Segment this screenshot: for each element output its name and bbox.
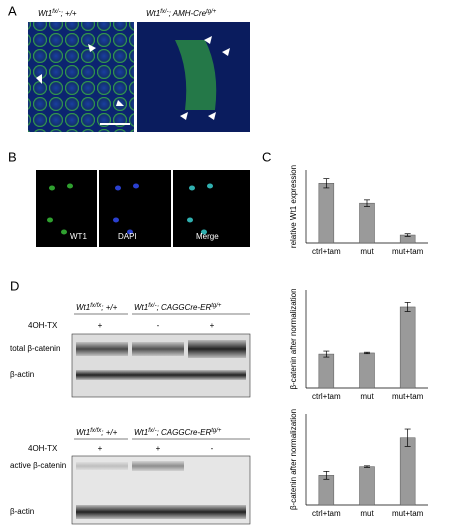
genotype-caption: Wt1fx/fx; +/+ [76,428,118,438]
error-bar [364,351,370,355]
row-label: active β-catenin [10,461,66,470]
y-axis-label: β-catenin after normalization [289,409,298,510]
x-tick-label: ctrl+tam [312,509,341,518]
error-bar [364,199,370,207]
bar [318,353,335,389]
genotype-caption: Wt1fx/-; AMH-Cretg/+ [146,9,217,19]
caption-text: ; AMH-Cre [169,9,207,18]
treatment-sign: + [98,444,103,453]
treatment-sign: - [157,321,160,330]
caption-text: ; +/+ [101,428,117,437]
x-tick-label: mut [360,509,374,518]
row-label: total β-catenin [10,344,60,353]
arrowheads [36,36,230,120]
error-bar [404,428,411,447]
superscript: tg/+ [211,303,222,309]
bar [399,306,416,389]
row-label: β-actin [10,370,34,379]
error-bar [323,471,330,480]
superscript: fx/- [148,303,156,309]
genotype-caption: Wt1fx/-; CAGGCre-ERtg/+ [134,428,222,438]
caption-text: ; CAGGCre-ER [157,428,212,437]
x-tick-label: ctrl+tam [312,247,341,256]
caption-text: Wt1 [134,428,148,437]
superscript: tg/+ [211,428,222,434]
panel-label: B [8,149,17,164]
bar [318,475,335,506]
superscript: fx/- [52,9,60,15]
y-axis-label: β-catenin after normalization [289,288,298,389]
x-tick-label: mut [360,247,374,256]
error-bar [404,302,411,312]
superscript: fx/- [160,9,168,15]
treatment-sign: + [98,321,103,330]
y-axis-label: relative Wt1 expression [289,165,298,248]
bar [318,183,335,244]
treatment-sign: + [210,321,215,330]
channel-images [36,170,250,247]
panel-label: A [8,3,17,18]
treatment-label: 4OH-TX [28,444,58,453]
micrograph-signal [175,40,217,110]
caption-text: ; CAGGCre-ER [157,303,212,312]
treatment-sign: + [156,444,161,453]
caption-text: ; +/+ [61,9,77,18]
channel-label: DAPI [118,232,137,241]
row-label: β-actin [10,507,34,516]
x-tick-label: mut [360,392,374,401]
error-bar [323,178,330,189]
superscript: fx/fx [90,428,102,434]
channel-label: Merge [196,232,219,241]
x-tick-label: mut+tam [392,247,424,256]
error-bar [364,465,370,468]
treatment-label: 4OH-TX [28,321,58,330]
bar [359,352,375,389]
caption-text: Wt1 [38,9,52,18]
bar [359,202,375,244]
western-blot [71,333,251,525]
error-bar [404,233,411,237]
genotype-caption: Wt1fx/fx; +/+ [76,303,118,313]
panel-label: D [10,278,19,293]
bar [359,466,375,506]
panel-label: C [262,149,271,164]
genotype-caption: Wt1fx/-; +/+ [38,9,77,19]
micrograph [28,22,134,132]
superscript: tg/+ [206,9,217,15]
treatment-sign: - [211,444,214,453]
superscript: fx/- [148,428,156,434]
genotype-caption: Wt1fx/-; CAGGCre-ERtg/+ [134,303,222,313]
x-tick-label: ctrl+tam [312,392,341,401]
bar [399,437,416,506]
x-tick-label: mut+tam [392,392,424,401]
caption-text: Wt1 [146,9,160,18]
caption-text: Wt1 [76,428,90,437]
caption-text: Wt1 [134,303,148,312]
x-tick-label: mut+tam [392,509,424,518]
error-bar [323,350,330,358]
channel-label: WT1 [70,232,87,241]
caption-text: ; +/+ [101,303,117,312]
superscript: fx/fx [90,303,102,309]
caption-text: Wt1 [76,303,90,312]
